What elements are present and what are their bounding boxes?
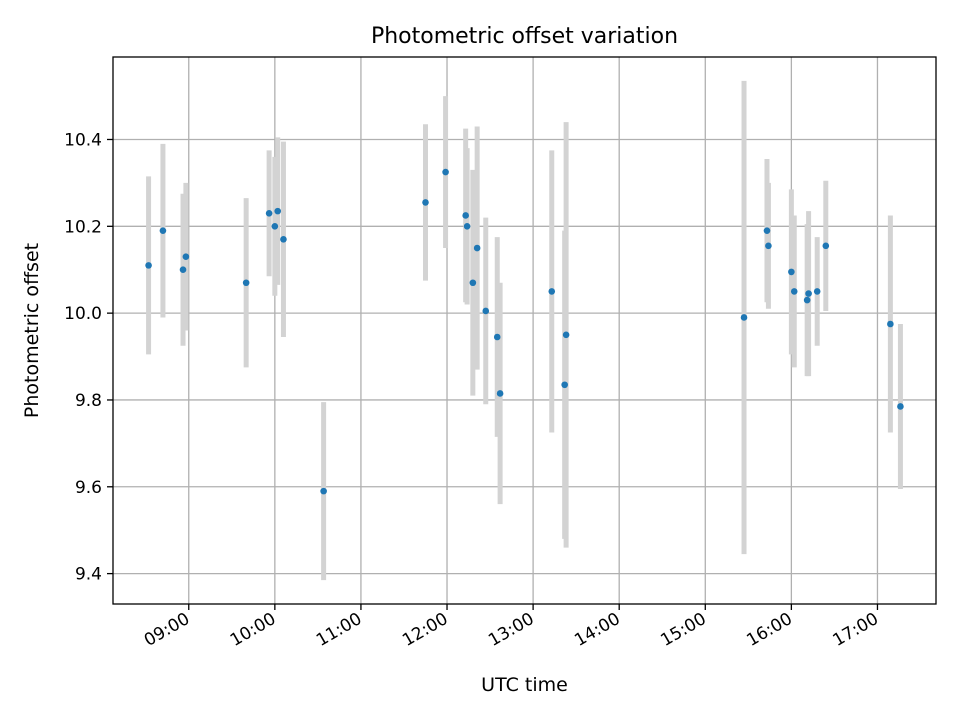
x-tick-label: 14:00 bbox=[571, 609, 623, 651]
grid-layer bbox=[113, 57, 936, 604]
y-axis: 9.4 9.6 9.8 10.0 10.2 10.4 bbox=[64, 130, 113, 585]
data-point bbox=[548, 288, 556, 295]
data-point bbox=[462, 212, 469, 219]
data-point bbox=[265, 209, 273, 217]
data-point bbox=[790, 288, 798, 295]
data-point bbox=[280, 236, 287, 243]
x-tick-label: 17:00 bbox=[830, 609, 882, 651]
y-tick-label: 9.4 bbox=[75, 565, 102, 585]
data-point bbox=[740, 314, 748, 321]
data-point bbox=[442, 168, 449, 176]
y-tick-label: 9.6 bbox=[75, 478, 102, 498]
data-point bbox=[496, 390, 504, 397]
data-point bbox=[897, 403, 904, 410]
data-point bbox=[822, 242, 830, 250]
x-tick-label: 15:00 bbox=[657, 609, 709, 651]
data-point bbox=[473, 244, 481, 252]
point-layer bbox=[145, 168, 904, 495]
data-point bbox=[274, 207, 282, 215]
data-point bbox=[561, 381, 568, 389]
x-tick-label: 16:00 bbox=[743, 609, 795, 651]
data-point bbox=[182, 253, 190, 260]
data-point bbox=[763, 227, 771, 234]
y-tick-label: 10.0 bbox=[64, 304, 102, 324]
y-axis-label: Photometric offset bbox=[21, 243, 43, 418]
data-point bbox=[493, 333, 501, 341]
data-point bbox=[179, 266, 187, 274]
data-point bbox=[422, 199, 429, 206]
x-axis: 09:00 10:00 11:00 12:00 13:00 14:00 15:00 16:00… bbox=[141, 604, 882, 651]
x-tick-label: 10:00 bbox=[227, 609, 279, 651]
data-point bbox=[887, 320, 894, 328]
data-point bbox=[242, 279, 250, 287]
data-point bbox=[469, 279, 477, 287]
data-point bbox=[562, 331, 570, 339]
data-point bbox=[482, 307, 490, 315]
plot-frame bbox=[112, 56, 937, 605]
data-point bbox=[271, 223, 279, 230]
y-tick-label: 9.8 bbox=[75, 391, 102, 411]
data-point bbox=[803, 296, 811, 304]
y-tick-label: 10.2 bbox=[64, 217, 102, 237]
errorbar-layer bbox=[146, 80, 903, 581]
data-point bbox=[145, 262, 152, 269]
x-axis-label: UTC time bbox=[481, 674, 568, 696]
x-tick-label: 09:00 bbox=[141, 609, 193, 651]
data-point bbox=[159, 227, 167, 234]
data-point bbox=[765, 242, 772, 250]
chart-title: Photometric offset variation bbox=[371, 24, 678, 49]
x-tick-label: 11:00 bbox=[313, 609, 365, 651]
data-point bbox=[813, 288, 821, 295]
data-point bbox=[320, 487, 327, 495]
data-point bbox=[463, 223, 471, 230]
x-tick-label: 13:00 bbox=[485, 609, 537, 651]
data-point bbox=[788, 268, 795, 276]
x-tick-label: 12:00 bbox=[399, 609, 451, 651]
data-point bbox=[805, 290, 812, 297]
y-tick-label: 10.4 bbox=[64, 130, 102, 150]
